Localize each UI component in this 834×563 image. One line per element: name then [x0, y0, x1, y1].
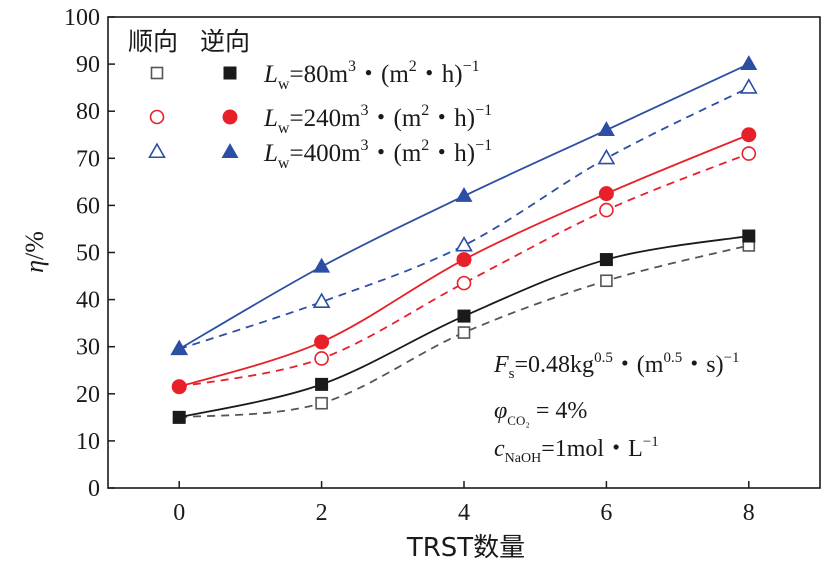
legend-marker-countercurrent [221, 143, 239, 158]
data-point [172, 410, 186, 424]
legend-label: Lw=240m3・(m2・h)−1 [263, 102, 492, 137]
axis-ticks: 0 10 20 30 40 50 60 70 80 90 100 0 2 4 6 8 [64, 5, 755, 526]
series-1 [172, 229, 756, 424]
legend-header-cocurrent: 顺向 [128, 27, 178, 56]
data-point [599, 253, 613, 267]
data-point [599, 202, 614, 218]
data-point [741, 127, 757, 143]
data-point [312, 292, 331, 309]
data-point [600, 274, 613, 288]
y-tick-label: 60 [76, 193, 100, 219]
legend-marker-cocurrent [149, 109, 165, 125]
data-point [457, 309, 471, 323]
series-layer [170, 55, 758, 424]
legend-label: Lw=80m3・(m2・h)−1 [263, 58, 480, 93]
x-tick-label: 6 [600, 500, 612, 526]
y-tick-label: 50 [76, 241, 100, 267]
y-tick-label: 10 [76, 429, 100, 455]
data-point [313, 257, 331, 273]
series-5 [170, 55, 758, 356]
y-tick-label: 80 [76, 99, 100, 125]
legend-header-countercurrent: 逆向 [200, 27, 250, 56]
y-tick-label: 0 [88, 476, 100, 502]
y-tick-label: 30 [76, 335, 100, 361]
y-axis-label: η/% [20, 231, 49, 273]
data-point [740, 55, 758, 71]
data-point [455, 235, 473, 252]
data-point [597, 121, 615, 136]
annotation-co2-fraction: φCO₂ = 4% [494, 398, 587, 428]
x-tick-label: 8 [743, 500, 755, 526]
series-line [179, 244, 750, 419]
data-point [598, 186, 614, 202]
data-point [456, 252, 472, 268]
data-point [170, 340, 188, 356]
legend-markers [148, 66, 239, 159]
data-point [456, 275, 472, 291]
data-point [455, 187, 473, 202]
series-0 [172, 239, 756, 424]
data-point [742, 229, 756, 243]
plot-frame [107, 16, 821, 489]
y-tick-label: 100 [64, 5, 100, 31]
legend: 顺向 逆向 Lw=80m3・(m2・h)−1 Lw=240m3・(m2・h)−1L… [128, 27, 492, 172]
legend-marker-cocurrent [150, 66, 164, 80]
data-point [314, 351, 329, 366]
legend-marker-countercurrent [223, 66, 237, 80]
y-tick-label: 40 [76, 288, 100, 314]
data-point [741, 146, 757, 161]
legend-labels: Lw=80m3・(m2・h)−1 Lw=240m3・(m2・h)−1Lw=400m… [263, 58, 492, 172]
x-tick-label: 2 [316, 500, 328, 526]
data-point [739, 78, 758, 94]
x-tick-label: 4 [458, 500, 470, 526]
data-point [457, 326, 471, 339]
annotation-naoh-concentration: cNaOH=1mol・L−1 [494, 434, 659, 466]
y-tick-label: 70 [76, 146, 100, 172]
legend-label: Lw=400m3・(m2・h)−1 [263, 137, 492, 172]
data-point [597, 148, 616, 165]
condition-annotations: Fs=0.48kg0.5・(m0.5・s)−1 φCO₂ = 4% cNaOH=… [493, 350, 740, 466]
series-3 [171, 127, 757, 395]
annotation-gas-flow: Fs=0.48kg0.5・(m0.5・s)−1 [493, 350, 740, 382]
legend-marker-countercurrent [222, 109, 238, 125]
series-line [178, 86, 750, 350]
y-tick-label: 90 [76, 52, 100, 78]
series-line [179, 152, 750, 388]
data-point [315, 377, 329, 391]
legend-marker-cocurrent [148, 142, 166, 159]
data-point [314, 334, 330, 350]
x-tick-label: 0 [173, 500, 185, 526]
y-tick-label: 20 [76, 382, 100, 408]
data-point [315, 396, 328, 410]
x-axis-label: TRST数量 [406, 533, 525, 563]
data-point [171, 379, 187, 395]
